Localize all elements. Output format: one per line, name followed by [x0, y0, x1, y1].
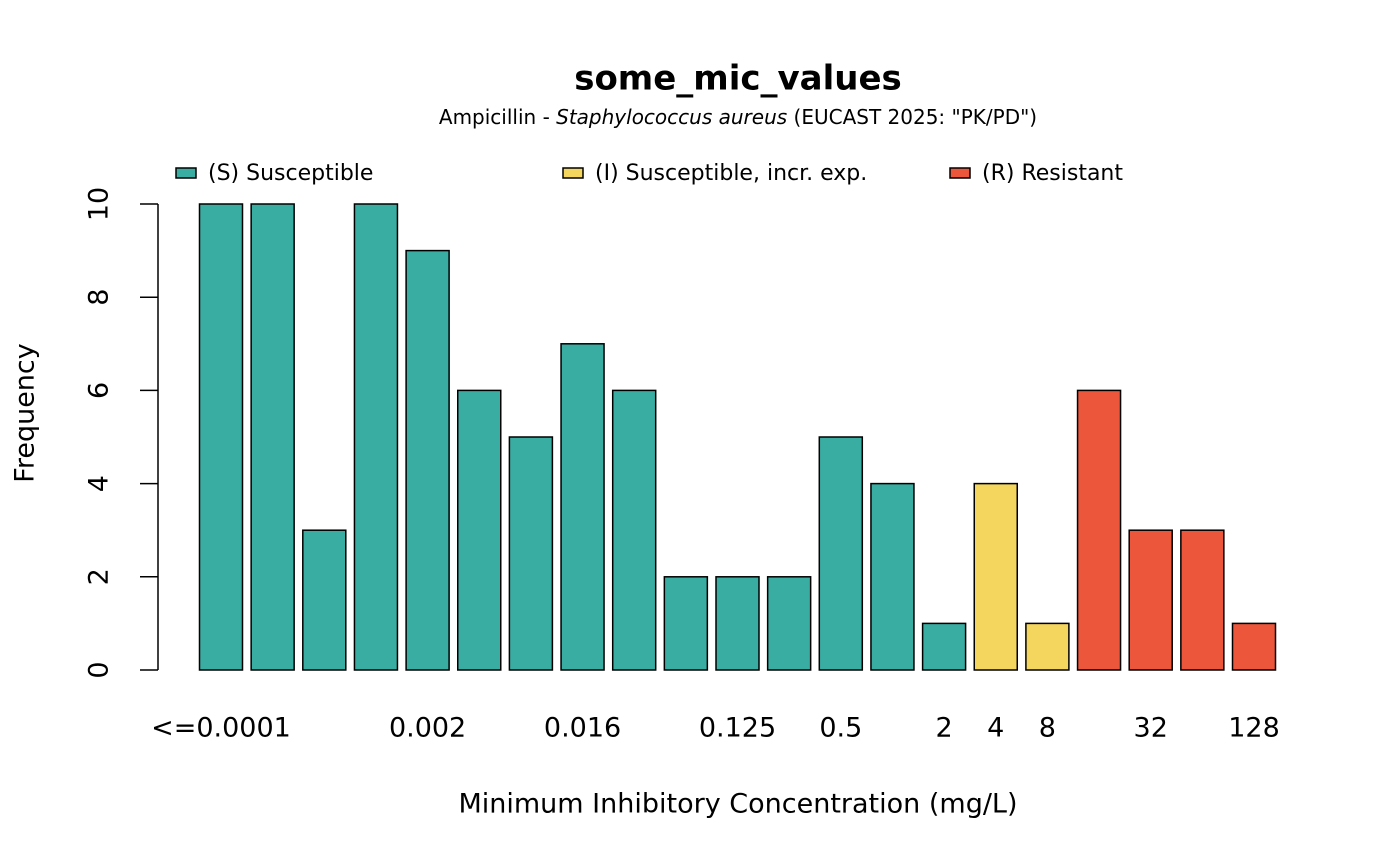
bar [1076, 389, 1122, 671]
x-tick-label: 0.5 [819, 713, 862, 744]
legend-swatch [949, 167, 971, 179]
bar [611, 389, 657, 671]
legend-swatch [562, 167, 584, 179]
y-axis-label: Frequency [10, 343, 41, 483]
bar [302, 529, 347, 671]
x-axis-label: Minimum Inhibitory Concentration (mg/L) [458, 789, 1017, 820]
bar [457, 389, 502, 671]
bar [198, 203, 244, 671]
legend-label: (I) Susceptible, incr. exp. [595, 161, 867, 186]
x-tick-label: 0.002 [389, 713, 466, 744]
bar [921, 622, 967, 671]
bar [353, 203, 399, 671]
x-tick-label: 0.125 [699, 713, 776, 744]
chart-subtitle: Ampicillin - Staphylococcus aureus (EUCA… [439, 105, 1037, 129]
legend-swatch [175, 167, 197, 179]
bar [1231, 622, 1277, 671]
legend-label: (R) Resistant [982, 161, 1123, 186]
bar [715, 576, 760, 671]
bar [1128, 529, 1173, 671]
x-tick-label: 4 [987, 713, 1004, 744]
x-tick-label: 0.016 [544, 713, 621, 744]
y-tick-label: 2 [84, 568, 115, 585]
subtitle-text: Ampicillin - [439, 105, 556, 129]
bar [250, 203, 295, 671]
bar [870, 482, 915, 671]
bar [766, 576, 812, 671]
bar [973, 482, 1018, 671]
x-tick-label: <=0.0001 [151, 713, 291, 744]
x-tick-label: 8 [1039, 713, 1056, 744]
bar [1025, 622, 1070, 671]
legend-label: (S) Susceptible [208, 161, 373, 186]
subtitle-organism: Staphylococcus aureus [556, 105, 787, 129]
x-tick-label: 2 [936, 713, 953, 744]
y-tick-label: 0 [84, 661, 115, 678]
chart-title: some_mic_values [574, 59, 902, 99]
bar [508, 436, 554, 671]
bar [560, 343, 605, 671]
y-tick-label: 6 [84, 382, 115, 399]
bar [1180, 529, 1225, 671]
bar [818, 436, 864, 671]
subtitle-text: (EUCAST 2025: "PK/PD") [787, 105, 1037, 129]
y-tick-label: 4 [84, 475, 115, 492]
y-tick-label: 10 [84, 187, 115, 221]
bar [663, 576, 709, 671]
x-tick-label: 32 [1134, 713, 1168, 744]
y-tick-label: 8 [84, 289, 115, 306]
x-tick-label: 128 [1228, 713, 1280, 744]
bar [405, 249, 450, 671]
